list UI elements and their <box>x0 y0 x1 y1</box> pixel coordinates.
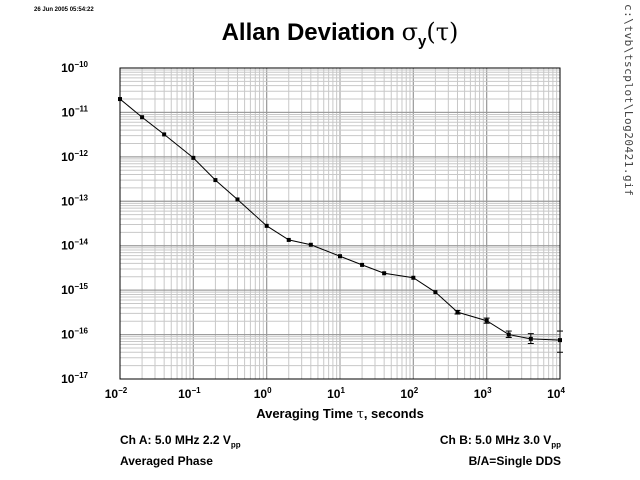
channel-b-line1-text: Ch B: 5.0 MHz 3.0 V <box>439 433 552 447</box>
x-tick-label: 103 <box>474 386 492 401</box>
data-point <box>118 97 122 102</box>
x-tick-label: 102 <box>400 386 418 401</box>
y-tick-label: 10−12 <box>61 149 88 164</box>
channel-a-line1-sub: pp <box>230 440 241 450</box>
channel-b-line2: B/A=Single DDS <box>468 454 561 469</box>
x-tick-label: 104 <box>547 386 565 401</box>
chart-title: Allan Deviation σy(τ) <box>0 18 640 50</box>
y-tick-label: 10−10 <box>61 60 88 75</box>
chart-title-text: Allan Deviation <box>221 19 395 46</box>
x-axis-label-suffix: , seconds <box>363 406 424 421</box>
data-point <box>484 318 489 323</box>
x-tick-label: 100 <box>254 386 272 401</box>
x-tick-label: 10−1 <box>178 386 201 401</box>
x-tick-label: 10−2 <box>105 386 128 401</box>
data-point <box>506 332 511 337</box>
x-axis-label: Averaging Time τ, seconds <box>120 406 560 422</box>
x-tick-label: 101 <box>327 386 345 401</box>
data-point <box>382 271 387 276</box>
data-point <box>360 262 365 267</box>
chart-title-symbol: σ <box>401 18 419 46</box>
chart-title-symbol-sub: y <box>418 32 427 50</box>
channel-a-line1: Ch A: 5.0 MHz 2.2 Vpp <box>120 432 241 453</box>
data-point <box>308 242 313 247</box>
data-point <box>162 132 167 137</box>
data-point <box>338 254 342 259</box>
channel-b-line1-sub: pp <box>551 440 561 450</box>
data-point <box>140 115 145 120</box>
data-point <box>264 223 269 228</box>
data-point <box>433 290 438 295</box>
y-tick-label: 10−14 <box>61 238 88 253</box>
plot-frame <box>119 67 561 380</box>
y-tick-label: 10−11 <box>62 104 89 119</box>
y-tick-label: 10−17 <box>61 371 88 386</box>
x-axis-label-symbol: τ <box>356 407 364 422</box>
data-point <box>411 275 416 280</box>
channel-b-line1: Ch B: 5.0 MHz 3.0 Vpp <box>440 432 561 453</box>
data-point <box>191 155 196 160</box>
channel-a-line1-text: Ch A: 5.0 MHz 2.2 V <box>120 433 231 447</box>
timestamp: 26 Jun 2005 05:54:22 <box>34 7 94 13</box>
y-tick-label: 10−13 <box>61 193 88 208</box>
channel-a-note: Ch A: 5.0 MHz 2.2 Vpp Averaged Phase <box>120 432 241 469</box>
data-point <box>558 338 562 343</box>
data-point <box>235 197 240 202</box>
y-tick-label: 10−16 <box>61 327 88 342</box>
y-tick-label: 10−15 <box>61 282 88 297</box>
chart-title-symbol-arg: (τ) <box>426 18 459 46</box>
x-axis-label-prefix: Averaging Time <box>256 406 353 421</box>
channel-a-line2: Averaged Phase <box>120 454 213 469</box>
data-point <box>455 310 460 315</box>
channel-b-note: Ch B: 5.0 MHz 3.0 Vpp B/A=Single DDS <box>440 432 561 469</box>
data-point <box>528 336 533 341</box>
data-point <box>286 237 291 242</box>
file-path-label: c:\tvb\tscplot\Log20421.gif <box>622 4 635 197</box>
data-point <box>213 178 218 183</box>
